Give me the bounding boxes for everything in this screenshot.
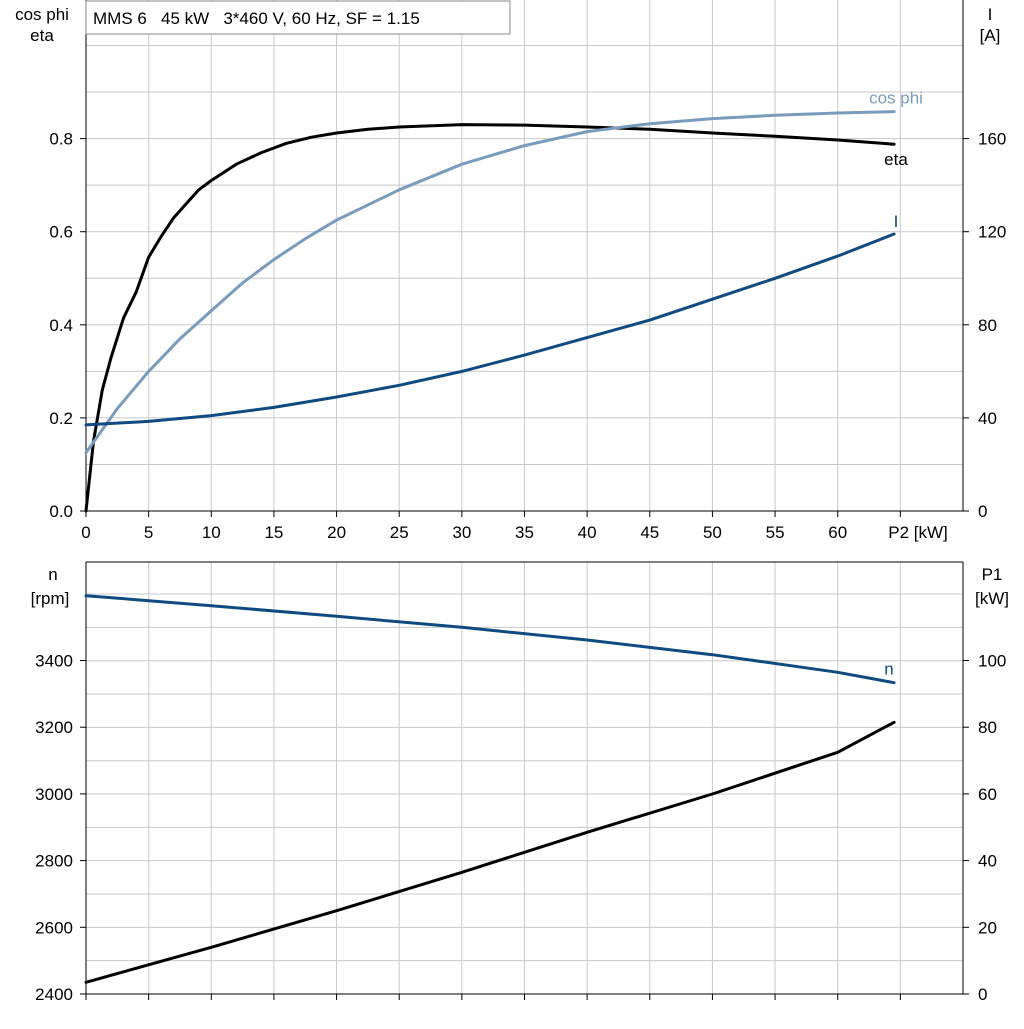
x-tick-label: 25 xyxy=(390,523,409,542)
x-tick-label: 5 xyxy=(144,523,153,542)
bottom-right-tick-label: 80 xyxy=(978,718,997,737)
x-tick-label: 30 xyxy=(452,523,471,542)
bottom-left-tick-label: 3400 xyxy=(35,652,73,671)
series-lines xyxy=(84,110,896,984)
top-right-tick-label: 80 xyxy=(978,316,997,335)
bottom-right-tick-label: 100 xyxy=(978,652,1006,671)
top-series-cos-phi-line xyxy=(84,110,896,455)
bottom-left-axis-title-line1: n xyxy=(48,565,57,584)
grid-lines xyxy=(86,0,963,994)
x-tick-label: 15 xyxy=(264,523,283,542)
top-right-tick-label: 160 xyxy=(978,130,1006,149)
bottom-right-tick-label: 60 xyxy=(978,785,997,804)
x-tick-label: 35 xyxy=(515,523,534,542)
x-tick-label: 0 xyxy=(81,523,90,542)
x-tick-label: 40 xyxy=(578,523,597,542)
top-series-label-i: I xyxy=(894,212,899,231)
top-series-label-eta: eta xyxy=(884,150,908,169)
axis-labels: 0.0 0.2 0.4 0.6 0.8 0 40 80 120 160 cos phi eta I [A]… xyxy=(15,5,1009,1004)
right-axis-title-line2: [A] xyxy=(980,26,1001,45)
top-left-tick-label: 0.4 xyxy=(49,316,73,335)
top-series-i-line xyxy=(84,232,896,427)
bottom-left-tick-label: 3200 xyxy=(35,718,73,737)
top-right-tick-label: 120 xyxy=(978,223,1006,242)
top-left-tick-label: 0.2 xyxy=(49,409,73,428)
bottom-right-axis-title-line2: [kW] xyxy=(975,589,1009,608)
bottom-left-tick-label: 3000 xyxy=(35,785,73,804)
x-tick-label: 60 xyxy=(828,523,847,542)
left-axis-title-line2: eta xyxy=(30,26,54,45)
top-left-tick-label: 0.6 xyxy=(49,223,73,242)
x-axis-title: P2 [kW] xyxy=(888,523,948,542)
top-left-tick-label: 0.8 xyxy=(49,130,73,149)
bottom-right-tick-label: 40 xyxy=(978,852,997,871)
right-axis-title-line1: I xyxy=(988,5,993,24)
bottom-right-tick-label: 0 xyxy=(978,985,987,1004)
x-tick-label: 55 xyxy=(766,523,785,542)
left-axis-title-line1: cos phi xyxy=(15,5,69,24)
bottom-series-label-n: n xyxy=(884,660,893,679)
top-left-tick-label: 0.0 xyxy=(49,502,73,521)
chart-title: MMS 6 45 kW 3*460 V, 60 Hz, SF = 1.15 xyxy=(93,9,420,28)
bottom-left-tick-label: 2600 xyxy=(35,918,73,937)
x-tick-label: 50 xyxy=(703,523,722,542)
x-tick-label: 45 xyxy=(640,523,659,542)
bottom-left-tick-label: 2800 xyxy=(35,852,73,871)
title-box xyxy=(85,0,511,35)
top-series-eta-line xyxy=(84,123,896,513)
bottom-left-axis-title-line2: [rpm] xyxy=(31,589,70,608)
x-tick-label: 20 xyxy=(327,523,346,542)
axes-frames xyxy=(80,0,969,1000)
top-right-tick-label: 40 xyxy=(978,409,997,428)
bottom-series-n-line xyxy=(84,594,896,685)
x-tick-label: 10 xyxy=(202,523,221,542)
bottom-series-p1-line xyxy=(84,720,896,984)
bottom-left-tick-label: 2400 xyxy=(35,985,73,1004)
bottom-right-axis-title-line1: P1 xyxy=(982,565,1003,584)
top-right-tick-label: 0 xyxy=(978,502,987,521)
bottom-right-tick-label: 20 xyxy=(978,918,997,937)
top-series-label-cos-phi: cos phi xyxy=(869,89,923,108)
